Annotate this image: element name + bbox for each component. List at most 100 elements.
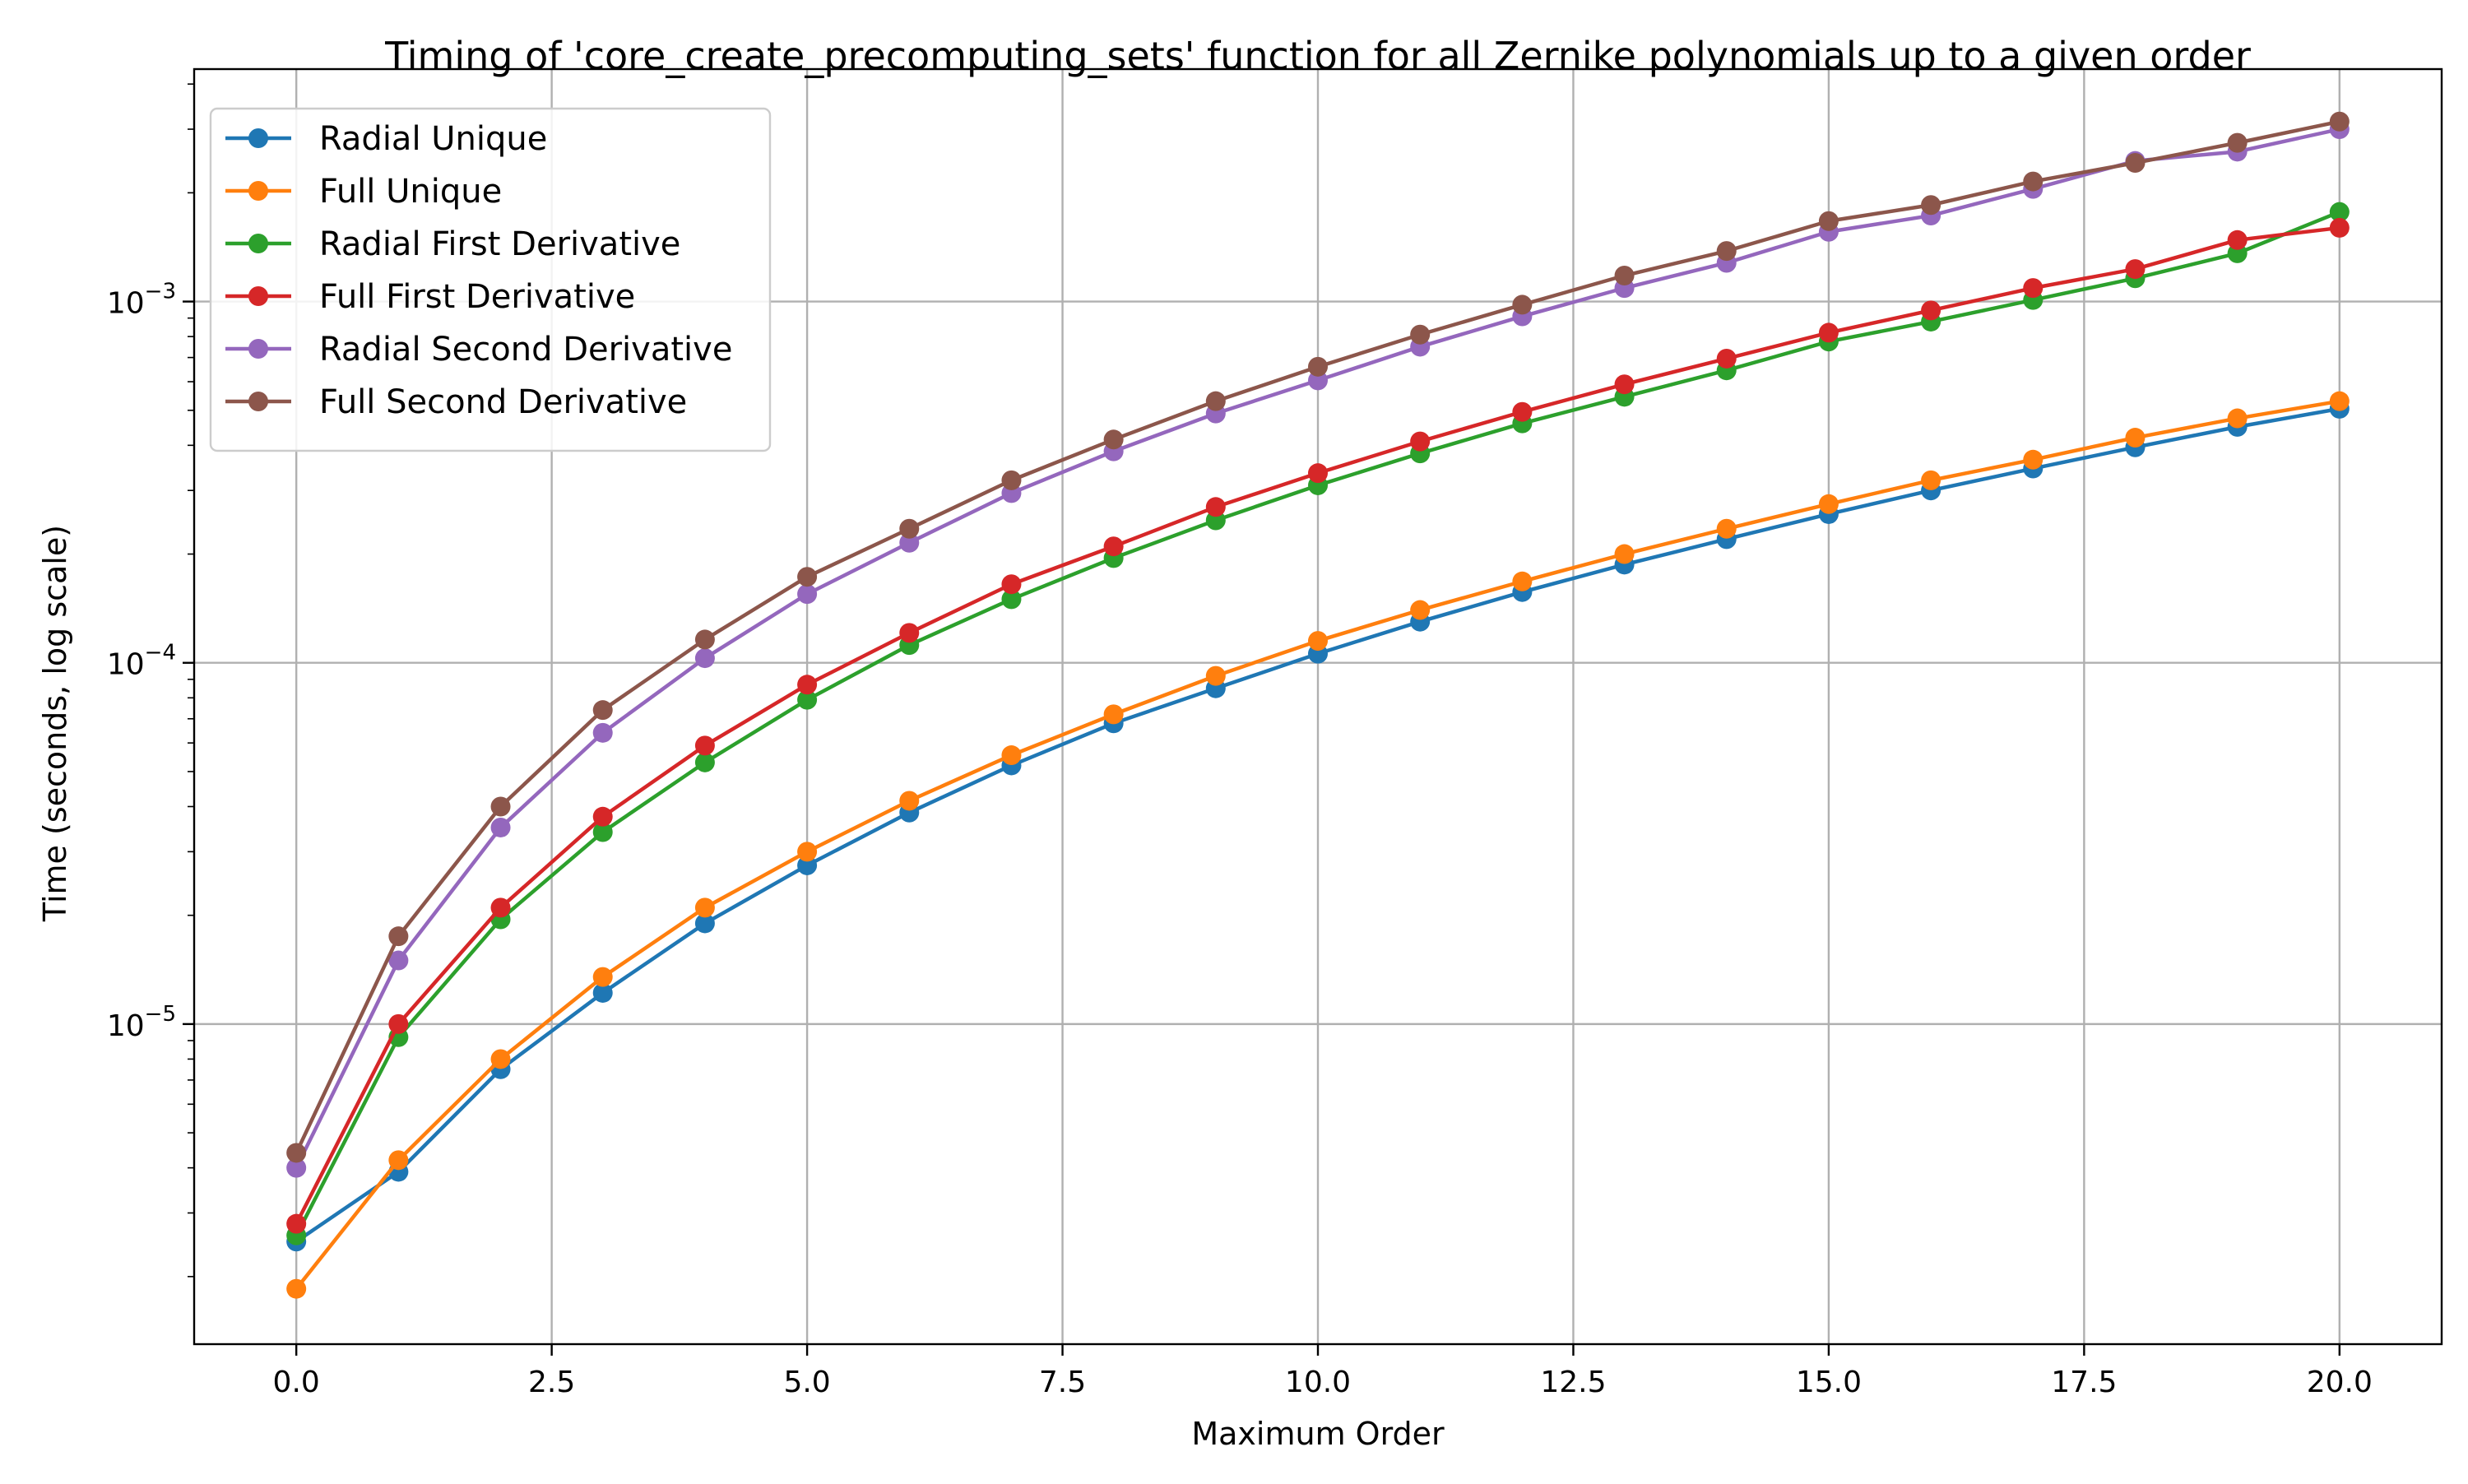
- legend-item: Full First Derivative: [225, 278, 635, 316]
- series-2: [286, 202, 2350, 1245]
- data-point: [1103, 429, 1124, 450]
- data-point: [797, 842, 818, 862]
- series-3: [286, 217, 2350, 1234]
- data-point: [1205, 497, 1226, 517]
- legend-label: Radial Second Derivative: [319, 331, 732, 369]
- data-point: [2023, 171, 2044, 192]
- data-point: [286, 1213, 307, 1234]
- data-point: [1308, 370, 1328, 391]
- data-point: [1921, 195, 1941, 216]
- data-point: [1921, 470, 1941, 490]
- y-tick-label-base: 10: [107, 1009, 145, 1043]
- data-point: [2227, 408, 2248, 429]
- x-tick-label: 20.0: [2307, 1366, 2373, 1399]
- data-point: [2125, 259, 2146, 280]
- y-tick-label-exponent: −4: [145, 641, 176, 665]
- data-point: [2329, 202, 2350, 222]
- data-point: [388, 926, 409, 947]
- data-point: [1308, 463, 1328, 484]
- x-tick-label: 10.0: [1285, 1366, 1351, 1399]
- ticks: 0.0 2.5 5.0 7.5 10.0 12.5 15.0 17.5 20.010−510−4…: [107, 83, 2373, 1399]
- data-point: [694, 752, 715, 772]
- data-point: [2023, 449, 2044, 470]
- data-point: [1818, 211, 1839, 231]
- data-point: [694, 648, 715, 669]
- data-point: [2227, 230, 2248, 250]
- data-point: [1410, 431, 1431, 452]
- data-point: [1103, 704, 1124, 725]
- data-point: [694, 735, 715, 756]
- data-point: [1614, 266, 1635, 286]
- y-tick-label: 10−3: [107, 280, 176, 321]
- data-point: [1512, 571, 1533, 591]
- legend-item: Radial First Derivative: [225, 225, 680, 263]
- data-point: [1001, 745, 1022, 766]
- data-point: [490, 1049, 511, 1069]
- legend-label: Radial First Derivative: [319, 225, 680, 263]
- legend-item: Full Unique: [225, 173, 502, 211]
- data-point: [1001, 470, 1022, 490]
- legend-label: Full First Derivative: [319, 278, 635, 316]
- data-point: [1716, 518, 1737, 539]
- legend-item: Radial Unique: [225, 120, 547, 158]
- legend-swatch-marker: [248, 181, 268, 201]
- legend-swatch-marker: [248, 392, 268, 411]
- data-point: [1716, 241, 1737, 262]
- data-point: [286, 1143, 307, 1163]
- data-point: [1001, 589, 1022, 610]
- data-point: [2329, 391, 2350, 411]
- data-point: [490, 796, 511, 817]
- data-point: [2227, 132, 2248, 153]
- x-tick-label: 15.0: [1796, 1366, 1862, 1399]
- data-point: [2125, 428, 2146, 448]
- series-layer: [286, 111, 2350, 1299]
- data-point: [899, 532, 920, 553]
- data-point: [490, 897, 511, 918]
- legend: Radial Unique Full Unique Radial First Der…: [209, 107, 772, 452]
- data-point: [1103, 536, 1124, 557]
- x-tick-label: 17.5: [2051, 1366, 2117, 1399]
- y-tick-label-base: 10: [107, 648, 145, 682]
- legend-label: Full Unique: [319, 173, 502, 211]
- y-tick-label-exponent: −3: [145, 280, 176, 304]
- legend-swatch-marker: [248, 339, 268, 359]
- data-point: [1921, 300, 1941, 321]
- data-point: [694, 629, 715, 650]
- y-tick-label-exponent: −5: [145, 1002, 176, 1027]
- x-tick-label: 2.5: [528, 1366, 575, 1399]
- data-point: [694, 897, 715, 918]
- y-tick-label-base: 10: [107, 287, 145, 321]
- series-1: [286, 391, 2350, 1299]
- y-tick-label: 10−5: [107, 1002, 176, 1043]
- data-point: [2125, 153, 2146, 174]
- data-point: [1410, 600, 1431, 620]
- data-point: [388, 1150, 409, 1171]
- data-point: [2329, 217, 2350, 238]
- data-point: [1410, 324, 1431, 345]
- data-point: [899, 518, 920, 539]
- y-axis-label: Time (seconds, log scale): [37, 525, 73, 922]
- legend-box: [209, 107, 772, 452]
- data-point: [388, 950, 409, 971]
- series-5: [286, 111, 2350, 1163]
- data-point: [286, 1157, 307, 1178]
- data-point: [2023, 278, 2044, 299]
- data-point: [592, 806, 613, 827]
- legend-label: Radial Unique: [319, 120, 547, 158]
- chart-title: Timing of 'core_create_precomputing_sets…: [384, 34, 2251, 78]
- data-point: [1308, 356, 1328, 377]
- data-point: [899, 791, 920, 811]
- legend-swatch-marker: [248, 286, 268, 306]
- data-point: [1614, 544, 1635, 564]
- data-point: [1205, 391, 1226, 411]
- data-point: [592, 700, 613, 721]
- data-point: [797, 567, 818, 587]
- data-point: [1512, 401, 1533, 422]
- data-point: [2329, 111, 2350, 132]
- data-point: [1308, 631, 1328, 652]
- x-tick-label: 7.5: [1039, 1366, 1086, 1399]
- legend-item: Full Second Derivative: [225, 383, 687, 421]
- x-tick-label: 5.0: [783, 1366, 830, 1399]
- data-point: [1001, 574, 1022, 595]
